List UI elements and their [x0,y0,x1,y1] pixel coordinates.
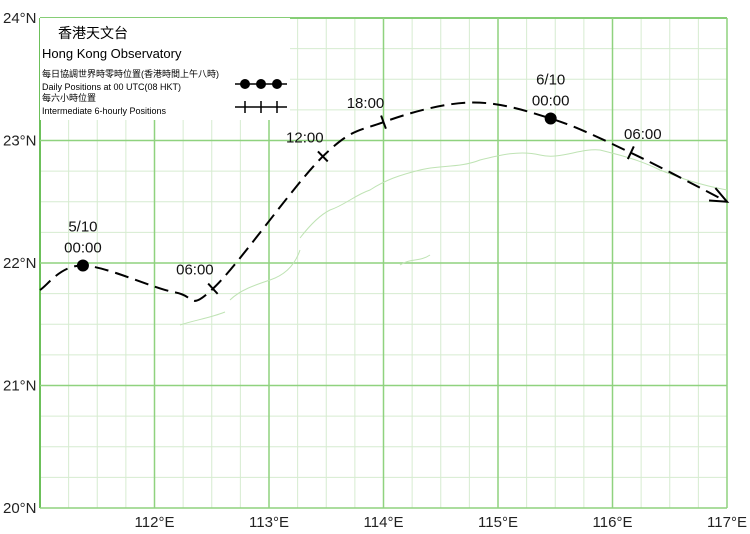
daily-position [544,112,557,125]
legend-daily-dot [272,79,282,89]
legend-title-en: Hong Kong Observatory [42,46,182,61]
position-date: 5/10 [68,218,97,235]
lon-tick-label: 117°E [707,514,747,531]
legend: 香港天文台 Hong Kong Observatory 每日協調世界時零時位置(… [40,18,290,120]
lat-tick-label: 22°N [3,255,37,272]
legend-hourly-en: Intermediate 6-hourly Positions [42,106,167,116]
lat-tick-label: 21°N [3,378,37,395]
lon-tick-label: 112°E [135,514,175,531]
daily-position [76,259,89,272]
position-time: 06:00 [176,262,214,279]
lat-tick-label: 20°N [3,500,37,517]
track-arrowhead [708,187,730,203]
legend-daily-zh: 每日協調世界時零時位置(香港時間上午八時) [42,68,219,79]
lon-tick-label: 116°E [593,514,633,531]
position-date: 6/10 [536,71,565,88]
lat-tick-label: 23°N [3,133,37,150]
legend-box [40,18,290,120]
six-hourly-position [626,145,635,160]
legend-daily-dot [240,79,250,89]
six-hourly-position [380,115,387,130]
lon-tick-label: 114°E [364,514,404,531]
legend-hourly-zh: 每六小時位置 [42,92,96,103]
lon-tick-label: 115°E [478,514,518,531]
coastline [179,149,728,326]
legend-daily-en: Daily Positions at 00 UTC(08 HKT) [42,82,181,92]
track [39,101,730,302]
position-time: 06:00 [624,126,662,143]
position-time: 00:00 [532,92,570,109]
legend-title-zh: 香港天文台 [58,25,128,41]
lon-tick-label: 113°E [249,514,289,531]
track-line [39,101,728,302]
position-time: 00:00 [64,239,102,256]
position-time: 12:00 [286,129,324,146]
lat-tick-label: 24°N [3,10,37,27]
position-time: 18:00 [347,95,385,112]
legend-daily-dot [256,79,266,89]
six-hourly-position [317,150,329,163]
six-hourly-position [207,282,219,295]
